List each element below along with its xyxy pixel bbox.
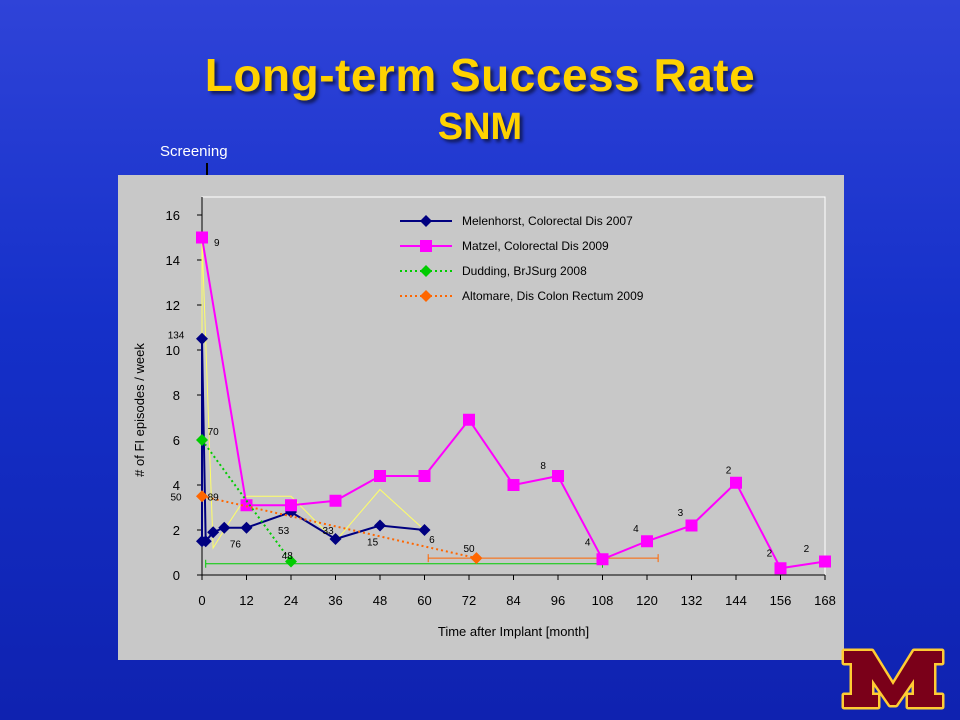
series-point (819, 555, 831, 568)
series-point (596, 553, 609, 566)
slide-title: Long-term Success Rate (204, 49, 756, 101)
y-tick-label: 12 (166, 298, 180, 313)
y-tick-label: 10 (166, 343, 180, 358)
series-point (196, 490, 208, 503)
series-point (418, 524, 431, 536)
x-tick-label: 120 (636, 593, 658, 608)
series-point (470, 552, 483, 565)
data-annotation: 4 (585, 537, 591, 548)
data-annotation: 50 (463, 544, 475, 555)
series-point (196, 231, 208, 244)
x-tick-label: 24 (284, 593, 298, 608)
data-annotation: 76 (230, 540, 242, 551)
series-point (418, 470, 431, 482)
series-point (329, 494, 342, 507)
y-tick-label: 2 (173, 523, 180, 538)
series-point (285, 499, 297, 512)
y-tick-label: 6 (173, 433, 180, 448)
data-annotation: 15 (367, 537, 379, 548)
data-annotation: 2 (804, 544, 810, 555)
chart-panel: 0 2 4 6 8 10 12 14 16 0 12 24 36 48 60 72 84 96 108 120 132 1… (118, 175, 844, 660)
extra-line (201, 237, 425, 550)
y-tick-label: 16 (166, 208, 180, 223)
series-point (774, 562, 787, 575)
series-point (218, 521, 231, 534)
legend-entry: Melenhorst, Colorectal Dis 2007 (462, 214, 633, 228)
x-tick-label: 48 (373, 593, 387, 608)
data-annotation: 2 (726, 465, 732, 476)
x-tick-label: 144 (725, 593, 747, 608)
x-tick-label: 84 (506, 593, 520, 608)
legend-entry: Matzel, Colorectal Dis 2009 (462, 239, 609, 253)
y-tick-label: 8 (173, 388, 180, 403)
data-annotation: 9 (214, 238, 220, 249)
series-point (285, 555, 297, 568)
x-axis-label: Time after Implant [month] (438, 624, 589, 639)
x-tick-label: 0 (198, 593, 205, 608)
data-annotation: 89 (208, 492, 220, 503)
data-annotation: 4 (633, 524, 639, 535)
series-point (463, 413, 475, 426)
series-point (196, 434, 208, 446)
series-point (730, 476, 742, 489)
data-annotation: 53 (278, 526, 290, 537)
series-point (552, 470, 564, 482)
x-tick-label: 72 (462, 593, 476, 608)
data-annotation: 50 (170, 492, 182, 503)
data-annotation: 6 (429, 535, 435, 546)
series-line (201, 439, 292, 563)
series-point (641, 535, 653, 548)
y-tick-label: 0 (173, 568, 180, 583)
series-line (201, 495, 477, 560)
series-point (507, 479, 520, 491)
x-tick-label: 96 (551, 593, 565, 608)
legend-marker (420, 265, 432, 277)
screening-label: Screening (160, 143, 228, 160)
data-annotation: 33 (323, 526, 335, 537)
legend-entry: Dudding, BrJSurg 2008 (462, 264, 587, 278)
series-point (199, 535, 212, 548)
legend-marker (420, 240, 432, 252)
legend-marker (420, 215, 432, 227)
data-annotation: 8 (540, 461, 546, 472)
series-point (329, 533, 342, 545)
series-point (374, 470, 386, 482)
x-tick-label: 168 (814, 593, 836, 608)
y-tick-label: 4 (173, 478, 180, 493)
series-point (240, 499, 253, 512)
legend-entry: Altomare, Dis Colon Rectum 2009 (462, 289, 644, 303)
data-annotation: 3 (678, 508, 684, 519)
legend-marker (420, 290, 432, 302)
data-annotation: 134 (168, 330, 185, 341)
x-tick-label: 108 (592, 593, 614, 608)
series-point (685, 519, 698, 532)
y-tick-label: 14 (166, 253, 180, 268)
y-axis-label: # of FI episodes / week (132, 343, 147, 477)
x-tick-label: 132 (681, 593, 703, 608)
slide-subtitle: SNM (437, 106, 523, 148)
data-annotation: 2 (767, 549, 773, 560)
data-annotation: 70 (208, 427, 220, 438)
x-tick-label: 36 (328, 593, 342, 608)
university-m-logo (841, 648, 945, 710)
series-line (201, 237, 826, 570)
series-point (374, 519, 386, 532)
data-annotation: 48 (282, 551, 294, 562)
x-tick-label: 60 (417, 593, 431, 608)
series-point (196, 332, 208, 345)
series-point (207, 526, 220, 539)
x-tick-label: 12 (239, 593, 253, 608)
series-point (240, 521, 253, 534)
x-tick-label: 156 (770, 593, 792, 608)
